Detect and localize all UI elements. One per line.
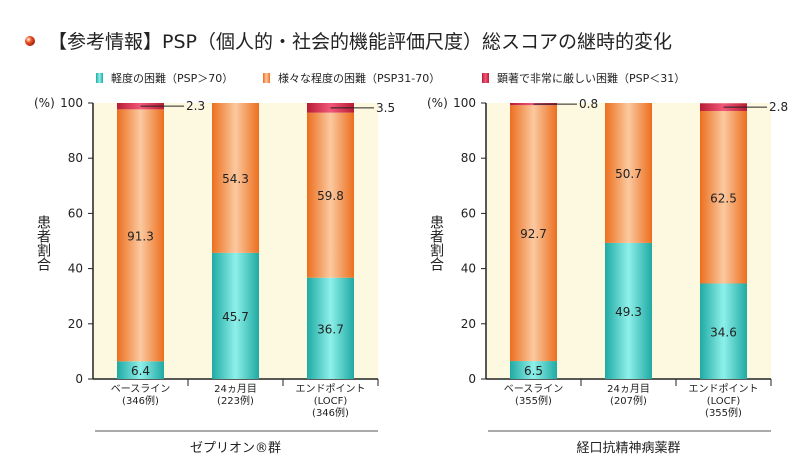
data-label: 49.3 (615, 305, 642, 319)
chart-2: 020406080100(%)患者割合6.592.70.8ベースライン(355例… (427, 96, 788, 456)
legend-label: 顕著で非常に厳しい困難（PSP＜31） (497, 71, 685, 85)
legend-label: 様々な程度の困難（PSP31-70） (278, 71, 440, 85)
bar-segment (700, 283, 747, 379)
data-label: 59.8 (317, 189, 344, 203)
y-tick-label: 40 (461, 262, 476, 276)
y-tick-label: 60 (68, 206, 83, 220)
data-label: 62.5 (710, 191, 737, 205)
y-tick-label: 100 (453, 96, 476, 110)
legend-swatch (482, 73, 489, 83)
bar-segment (510, 105, 557, 362)
x-category-label: (LOCF) (314, 396, 348, 407)
legend-swatch (263, 73, 270, 83)
data-label: 91.3 (127, 229, 154, 243)
group-label: ゼプリオン®群 (190, 441, 281, 456)
legend-label: 軽度の困難（PSP＞70） (111, 71, 233, 85)
y-tick-label: 80 (461, 151, 476, 165)
bar-segment (510, 361, 557, 379)
x-category-label: (355例) (515, 394, 552, 407)
data-label: 6.5 (524, 364, 543, 378)
bar-segment (212, 252, 259, 379)
data-label: 3.5 (376, 101, 395, 115)
x-category-label: (LOCF) (707, 396, 741, 407)
y-tick-label: 40 (68, 262, 83, 276)
x-category-label: (223例) (217, 394, 254, 407)
y-tick-label: 60 (461, 206, 476, 220)
bar-segment (605, 103, 652, 243)
data-label: 34.6 (710, 325, 737, 339)
y-axis-label: 患者割合 (35, 215, 51, 271)
x-category-label: (207例) (610, 394, 647, 407)
x-category-label: ベースライン (111, 383, 171, 395)
bar-segment (117, 109, 164, 362)
x-category-label: エンドポイント (296, 383, 366, 395)
y-unit: (%) (427, 96, 448, 110)
data-label: 50.7 (615, 167, 642, 181)
x-category-label: エンドポイント (689, 383, 759, 395)
bar-segment (605, 242, 652, 379)
y-axis-label: 患者割合 (428, 215, 444, 271)
bar-segment (307, 277, 354, 379)
data-label: 0.8 (579, 97, 598, 111)
y-tick-label: 100 (60, 96, 83, 110)
x-category-label: 24ヵ月目 (214, 383, 257, 395)
data-label: 2.8 (769, 100, 788, 114)
y-tick-label: 0 (468, 372, 476, 386)
bar-segment (700, 111, 747, 284)
data-label: 92.7 (520, 227, 547, 241)
bullet-icon (25, 36, 35, 46)
data-label: 6.4 (131, 364, 150, 378)
x-category-label: (346例) (122, 394, 159, 407)
y-tick-label: 20 (461, 317, 476, 331)
y-tick-label: 0 (75, 372, 83, 386)
y-tick-label: 80 (68, 151, 83, 165)
data-label: 2.3 (186, 99, 205, 113)
data-label: 45.7 (222, 310, 249, 324)
group-label: 経口抗精神病薬群 (576, 441, 680, 456)
bar-segment (307, 112, 354, 278)
bar-segment (212, 103, 259, 253)
x-category-label: (346例) (312, 406, 349, 419)
x-category-label: (355例) (705, 406, 742, 419)
x-category-label: 24ヵ月目 (607, 383, 650, 395)
page-title: 【参考情報】PSP（個人的・社会的機能評価尺度）総スコアの継時的変化 (48, 31, 672, 53)
legend: 軽度の困難（PSP＞70） 様々な程度の困難（PSP31-70） 顕著で非常に厳しい… (96, 71, 685, 85)
y-tick-label: 20 (68, 317, 83, 331)
data-label: 54.3 (222, 172, 249, 186)
x-category-label: ベースライン (504, 383, 564, 395)
data-label: 36.7 (317, 322, 344, 336)
y-unit: (%) (34, 96, 55, 110)
legend-swatch (96, 73, 103, 83)
chart-1: 020406080100(%)患者割合6.491.32.3ベースライン(346例… (34, 96, 395, 456)
bar-segment (117, 361, 164, 379)
